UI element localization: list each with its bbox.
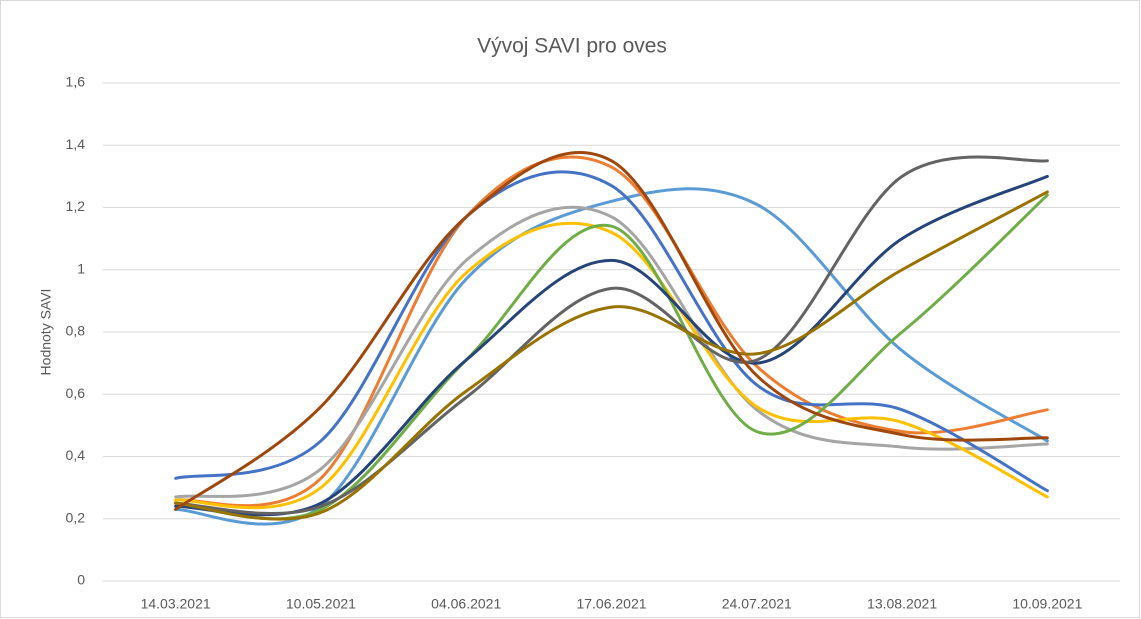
series-line	[174, 170, 1049, 493]
y-tick-label: 0,6	[66, 385, 86, 401]
y-tick-label: 1,2	[66, 198, 86, 214]
x-tick-label: 17.06.2021	[576, 596, 646, 612]
x-tick-label: 10.09.2021	[1012, 596, 1082, 612]
x-tick-label: 10.05.2021	[286, 596, 356, 612]
series-line	[174, 155, 1049, 516]
series-line	[174, 174, 1049, 517]
y-tick-label: 1	[77, 260, 85, 276]
y-tick-label: 0,8	[66, 323, 86, 339]
y-tick-label: 0,2	[66, 509, 86, 525]
series-line	[174, 205, 1049, 499]
x-tick-label: 13.08.2021	[867, 596, 937, 612]
series-line	[174, 190, 1049, 521]
y-tick-label: 1,6	[66, 74, 86, 90]
chart-title: Vývoj SAVI pro oves	[477, 35, 667, 58]
y-tick-label: 0	[77, 572, 85, 588]
series-line	[174, 150, 1049, 511]
series-line	[174, 155, 1049, 508]
x-tick-label: 24.07.2021	[722, 596, 792, 612]
x-tick-label: 04.06.2021	[431, 596, 501, 612]
x-tick-label: 14.03.2021	[141, 596, 211, 612]
y-tick-label: 1,4	[66, 136, 86, 152]
y-tick-label: 0,4	[66, 447, 86, 463]
series-line	[174, 221, 1049, 510]
y-axis-label: Hodnoty SAVI	[38, 289, 54, 376]
